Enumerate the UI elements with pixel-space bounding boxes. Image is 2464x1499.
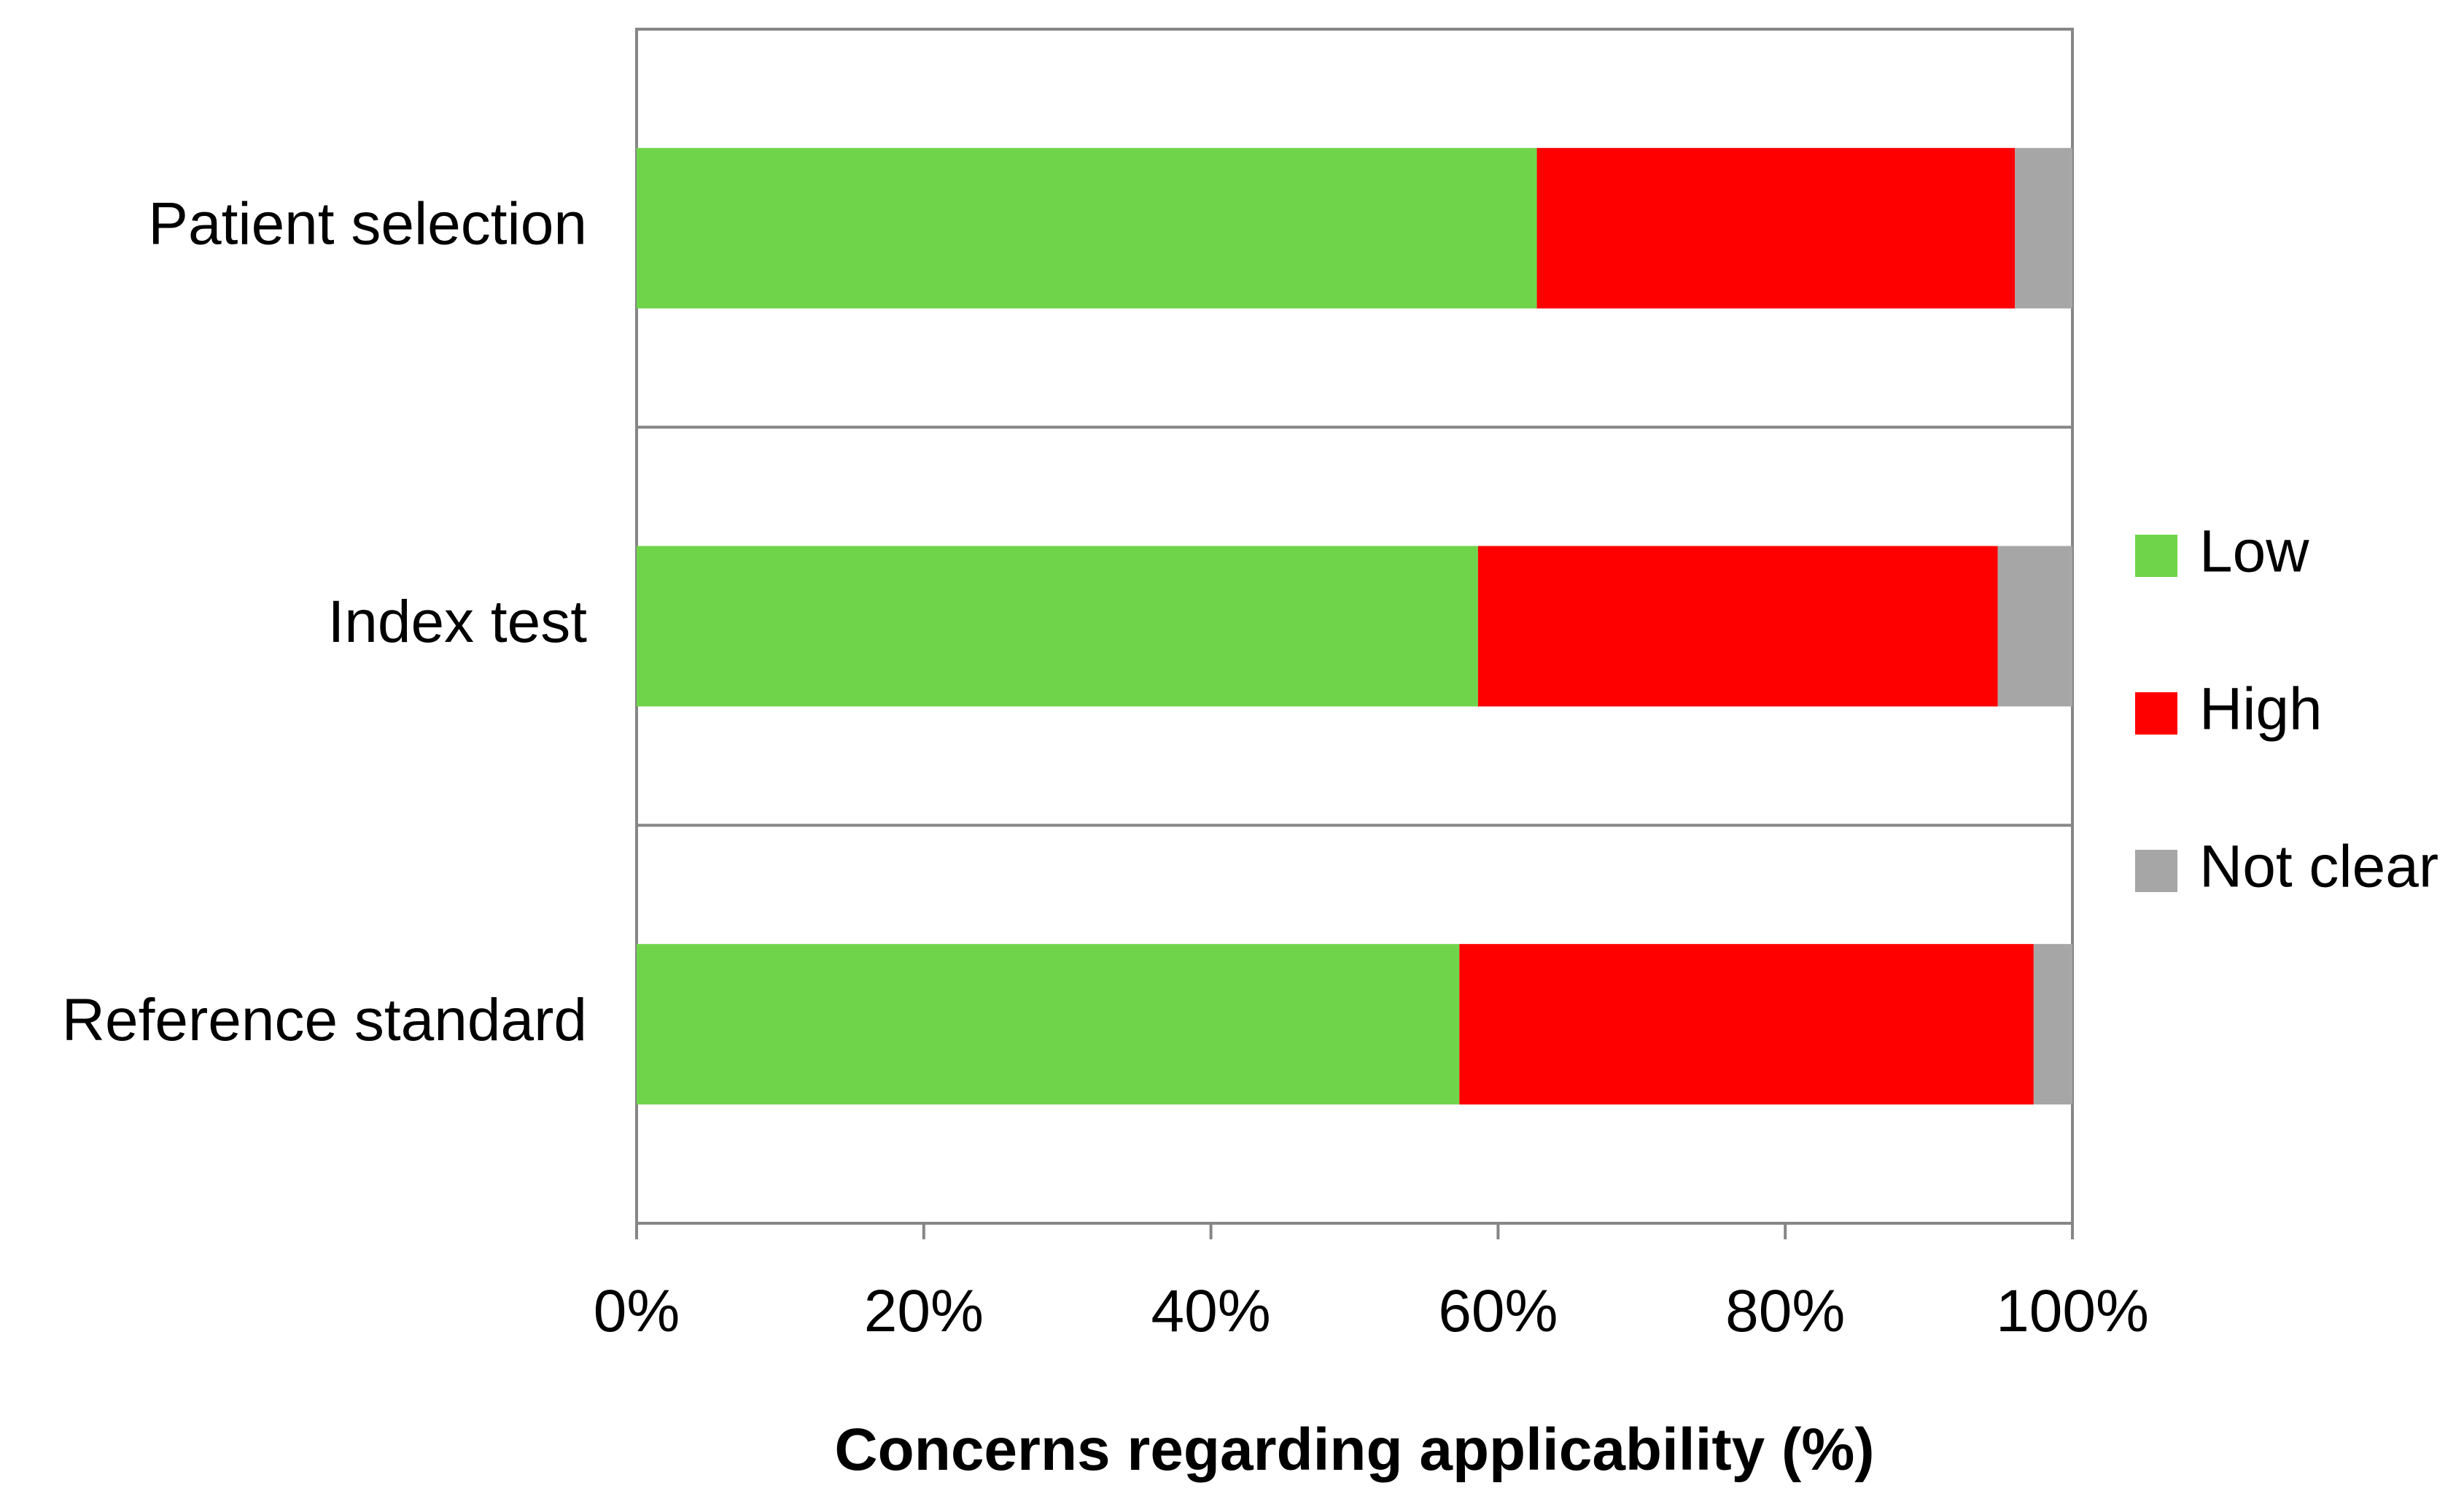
legend-label: Not clear [2199,834,2438,900]
legend-swatch-not-clear [2135,850,2177,892]
x-tick-label: 0% [594,1278,680,1344]
category-labels: Patient selection Index test Reference sta… [62,190,587,1053]
legend-label: High [2199,676,2323,743]
bar-low-reference-standard [637,944,1460,1105]
bar-high-reference-standard [1459,944,2034,1105]
bar-not-clear-patient-selection [2015,147,2072,309]
x-axis-ticks: 0% 20% 40% 60% 80% 100% [594,1223,2149,1344]
category-label: Index test [327,589,587,655]
legend: Low High Not clear [2135,519,2438,900]
x-tick-label: 20% [864,1278,984,1344]
legend-label: Low [2199,519,2309,585]
x-axis-title: Concerns regarding applicability (%) [834,1417,1874,1483]
category-label: Reference standard [62,987,587,1053]
x-tick-label: 80% [1725,1278,1845,1344]
bar-not-clear-reference-standard [2033,944,2072,1105]
category-label: Patient selection [148,190,587,257]
bar-high-patient-selection [1536,147,2016,309]
bar-high-index-test [1477,546,1998,707]
x-tick-label: 100% [1996,1278,2149,1344]
bar-low-index-test [637,546,1478,707]
legend-swatch-low [2135,535,2177,577]
legend-swatch-high [2135,692,2177,735]
bar-low-patient-selection [637,147,1537,309]
bars-layer [637,147,2072,1105]
x-tick-label: 60% [1438,1278,1558,1344]
bar-not-clear-index-test [1997,546,2072,707]
x-tick-label: 40% [1151,1278,1271,1344]
